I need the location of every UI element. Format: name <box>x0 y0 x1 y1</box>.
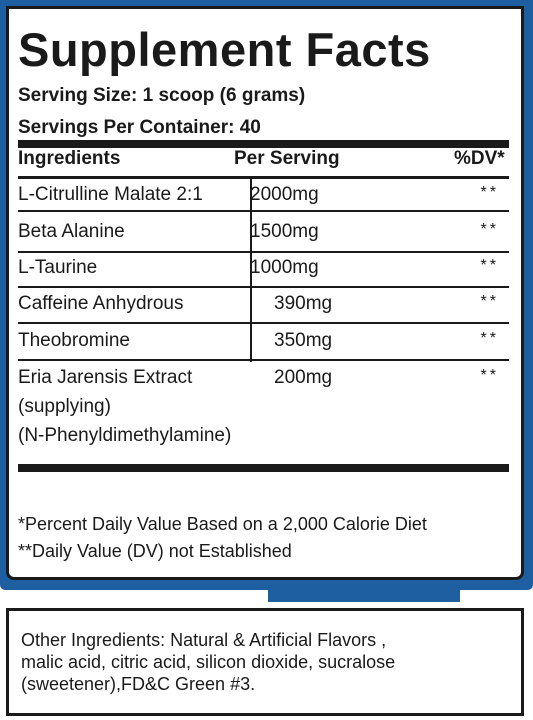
ingredient-row: Eria Jarensis Extract (supplying) (N-Phe… <box>18 365 509 455</box>
ingredient-name: Theobromine <box>18 330 130 351</box>
bottom-thick-rule <box>18 464 509 472</box>
ingredient-amount: 200mg <box>274 367 333 388</box>
other-ingredients-text: Other Ingredients: Natural & Artificial … <box>21 629 511 695</box>
supplement-facts-panel <box>6 6 524 580</box>
ingredient-amount: 1500mg <box>250 221 319 242</box>
header-per-serving: Per Serving <box>234 148 340 169</box>
header-rule <box>18 176 509 179</box>
row-divider <box>18 210 509 212</box>
ingredient-row: Caffeine Anhydrous 390mg ** <box>18 291 509 324</box>
blue-tab <box>268 590 460 602</box>
label-title: Supplement Facts <box>18 23 431 76</box>
ingredient-amount: 390mg <box>274 293 333 314</box>
other-ingredients-line: (sweetener),FD&C Green #3. <box>21 674 256 694</box>
ingredient-amount: 350mg <box>274 330 333 351</box>
ingredient-row: L-Citrulline Malate 2:1 2000mg ** <box>18 182 509 215</box>
servings-per-container: Servings Per Container: 40 <box>18 117 261 138</box>
ingredient-dv: ** <box>480 367 499 384</box>
top-thick-rule <box>18 140 509 148</box>
ingredient-amount: 2000mg <box>250 184 319 205</box>
ingredient-dv: ** <box>480 184 499 201</box>
serving-size: Serving Size: 1 scoop (6 grams) <box>18 85 306 106</box>
footnote-percent-dv: *Percent Daily Value Based on a 2,000 Ca… <box>18 514 427 534</box>
ingredient-name: Eria Jarensis Extract <box>18 367 193 388</box>
footnote-dv-not-established: **Daily Value (DV) not Established <box>18 541 292 561</box>
ingredient-dv: ** <box>480 221 499 238</box>
ingredient-amount: 1000mg <box>250 257 319 278</box>
other-ingredients-line: Other Ingredients: Natural & Artificial … <box>21 630 387 650</box>
ingredient-name: L-Citrulline Malate 2:1 <box>18 184 203 205</box>
ingredient-row: Theobromine 350mg ** <box>18 328 509 361</box>
row-divider <box>18 286 509 288</box>
header-dv: %DV* <box>454 148 505 169</box>
row-divider <box>18 322 509 324</box>
row-divider <box>18 359 509 361</box>
ingredient-name: L-Taurine <box>18 257 98 278</box>
ingredient-name: Beta Alanine <box>18 221 125 242</box>
ingredient-row: L-Taurine 1000mg ** <box>18 255 509 288</box>
ingredient-dv: ** <box>480 293 499 310</box>
header-ingredients: Ingredients <box>18 148 121 169</box>
ingredient-name: Caffeine Anhydrous <box>18 293 184 314</box>
ingredient-dv: ** <box>480 330 499 347</box>
other-ingredients-line: malic acid, citric acid, silicon dioxide… <box>21 652 396 672</box>
row-divider <box>18 251 509 253</box>
ingredient-dv: ** <box>480 257 499 274</box>
column-separator <box>250 179 252 362</box>
other-ingredients-box: Other Ingredients: Natural & Artificial … <box>6 608 524 716</box>
ingredient-sub-line: (supplying) <box>18 396 111 417</box>
ingredient-row: Beta Alanine 1500mg ** <box>18 219 509 252</box>
ingredient-sub-line: (N-Phenyldimethylamine) <box>18 425 232 446</box>
